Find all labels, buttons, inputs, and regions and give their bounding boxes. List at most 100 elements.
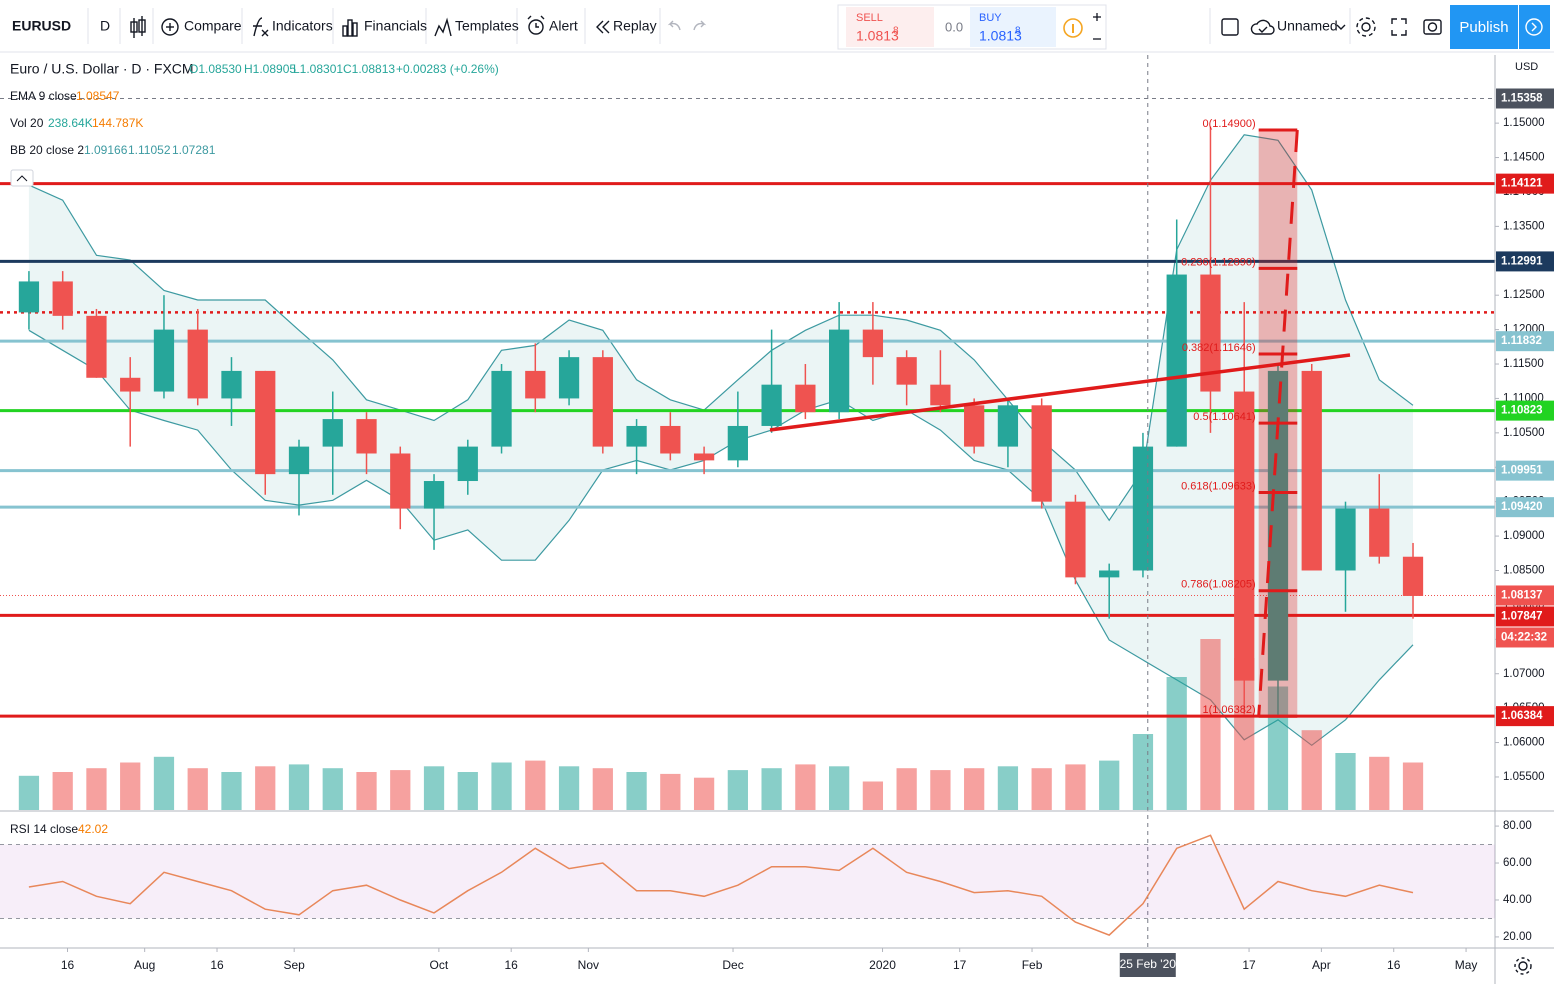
candle-body	[896, 357, 917, 385]
y-tick-label: 1.05500	[1503, 771, 1545, 783]
rsi-band	[0, 844, 1495, 919]
y-tick-label: 1.07000	[1503, 668, 1545, 680]
volume-bar	[255, 766, 276, 810]
y-tick-label: 1.12500	[1503, 289, 1545, 301]
settings-icon[interactable]	[1356, 17, 1376, 37]
candle-body	[862, 329, 884, 358]
collapse-legend[interactable]	[10, 169, 34, 187]
bb-upper: 1.11052	[128, 143, 171, 157]
line-price-label-box	[1496, 460, 1554, 481]
candle-body	[592, 357, 613, 447]
qty-buttons[interactable]	[1093, 13, 1101, 40]
legend-open: O1.08530	[189, 62, 242, 76]
alert-button[interactable]: Alert	[549, 18, 578, 34]
indicators-icon[interactable]	[253, 17, 269, 37]
candle-body	[153, 329, 175, 392]
replay-icon[interactable]	[596, 20, 610, 34]
line-price-label: 1.14121	[1501, 178, 1543, 190]
volume-bar	[693, 777, 715, 810]
layout-caret[interactable]	[1336, 24, 1346, 30]
candle-body	[86, 315, 107, 378]
line-price-label: 1.11832	[1501, 335, 1542, 347]
x-tick-label: 16	[210, 958, 224, 972]
watchlist-toggle[interactable]	[1221, 18, 1239, 36]
fib-label: 1(1.06382)	[1202, 704, 1255, 716]
trend-line[interactable]	[769, 353, 1351, 432]
volume-bar	[727, 770, 748, 810]
candle-body	[558, 357, 580, 399]
alert-icon[interactable]	[527, 15, 545, 35]
layout-name[interactable]: Unnamed	[1277, 18, 1338, 34]
buy-price[interactable]: 1.0813	[979, 28, 1022, 44]
publish-button[interactable]	[1450, 5, 1518, 49]
candle-body	[997, 405, 1019, 447]
fib-label: 0.382(1.11646)	[1182, 342, 1256, 354]
indicators-button[interactable]: Indicators	[272, 18, 333, 34]
legend-close: C1.08813	[343, 62, 395, 76]
rsi-line	[28, 834, 1414, 936]
candle-body	[221, 370, 242, 399]
volume-bar	[829, 766, 850, 810]
candle-body	[660, 425, 681, 454]
sell-pip[interactable]: 8	[893, 26, 899, 37]
cloud-icon[interactable]	[1250, 19, 1275, 35]
candle-body	[795, 384, 816, 413]
candle-body	[1166, 274, 1187, 447]
volume-bar	[18, 775, 40, 810]
candle-body	[120, 377, 141, 392]
volume-bar	[1301, 730, 1322, 810]
publish-menu[interactable]	[1519, 5, 1550, 49]
y-tick-label: 1.09000	[1503, 530, 1545, 542]
buy-label[interactable]: BUY	[979, 12, 1002, 24]
chart-style-icon[interactable]	[130, 16, 146, 38]
volume-bar	[896, 768, 917, 810]
volume-bar	[626, 772, 647, 810]
templates-button[interactable]: Templates	[455, 18, 519, 34]
buy-button[interactable]	[970, 7, 1056, 47]
interval[interactable]: D	[100, 18, 110, 34]
x-tick-label: Aug	[134, 958, 155, 972]
last-price-label-box	[1496, 585, 1554, 606]
templates-icon[interactable]	[434, 17, 452, 37]
legend-high: H1.08905	[244, 62, 296, 76]
snapshot-icon[interactable]	[1423, 19, 1442, 35]
info-icon[interactable]	[1063, 18, 1083, 38]
fullscreen-icon[interactable]	[1391, 18, 1407, 36]
time-axis-settings[interactable]	[1514, 957, 1532, 975]
buy-pip[interactable]: 8	[1015, 26, 1021, 37]
candle-body	[693, 453, 715, 461]
symbol[interactable]: EURUSD	[12, 18, 71, 34]
crosshair-price-label: 1.15358	[1501, 93, 1543, 105]
line-price-label-box	[1496, 173, 1554, 194]
line-price-label-box	[1496, 400, 1554, 421]
line-price-label-box	[1496, 331, 1554, 352]
compare-button[interactable]: Compare	[184, 18, 242, 34]
volume-bar	[52, 772, 73, 810]
sell-price[interactable]: 1.0813	[856, 28, 899, 44]
x-tick-label: Feb	[1022, 958, 1043, 972]
candle-body	[1031, 405, 1052, 502]
volume-bar	[525, 760, 546, 810]
publish-label[interactable]: Publish	[1459, 19, 1508, 36]
financials-button[interactable]: Financials	[364, 18, 427, 34]
fib-label: 0(1.14900)	[1202, 118, 1255, 130]
x-tick-label: Apr	[1312, 958, 1331, 972]
line-price-label-box	[1496, 706, 1554, 727]
candle-body	[1402, 556, 1424, 596]
line-price-label: 1.09420	[1501, 501, 1543, 513]
x-tick-label: 17	[953, 958, 967, 972]
candle-body	[964, 405, 985, 447]
replay-button[interactable]: Replay	[613, 18, 657, 34]
volume-bar	[86, 768, 107, 810]
x-tick-label: 16	[505, 958, 519, 972]
line-price-label: 1.12991	[1501, 255, 1543, 267]
undo-redo[interactable]	[667, 20, 707, 31]
sell-button[interactable]	[846, 7, 934, 47]
compare-icon[interactable]	[161, 18, 179, 36]
financials-icon[interactable]	[342, 19, 358, 37]
legend-low: L1.08301	[293, 62, 343, 76]
candle-body	[18, 281, 40, 313]
sell-label[interactable]: SELL	[856, 12, 883, 24]
candle-body	[1132, 446, 1154, 571]
line-price-label: 1.09951	[1501, 465, 1543, 477]
